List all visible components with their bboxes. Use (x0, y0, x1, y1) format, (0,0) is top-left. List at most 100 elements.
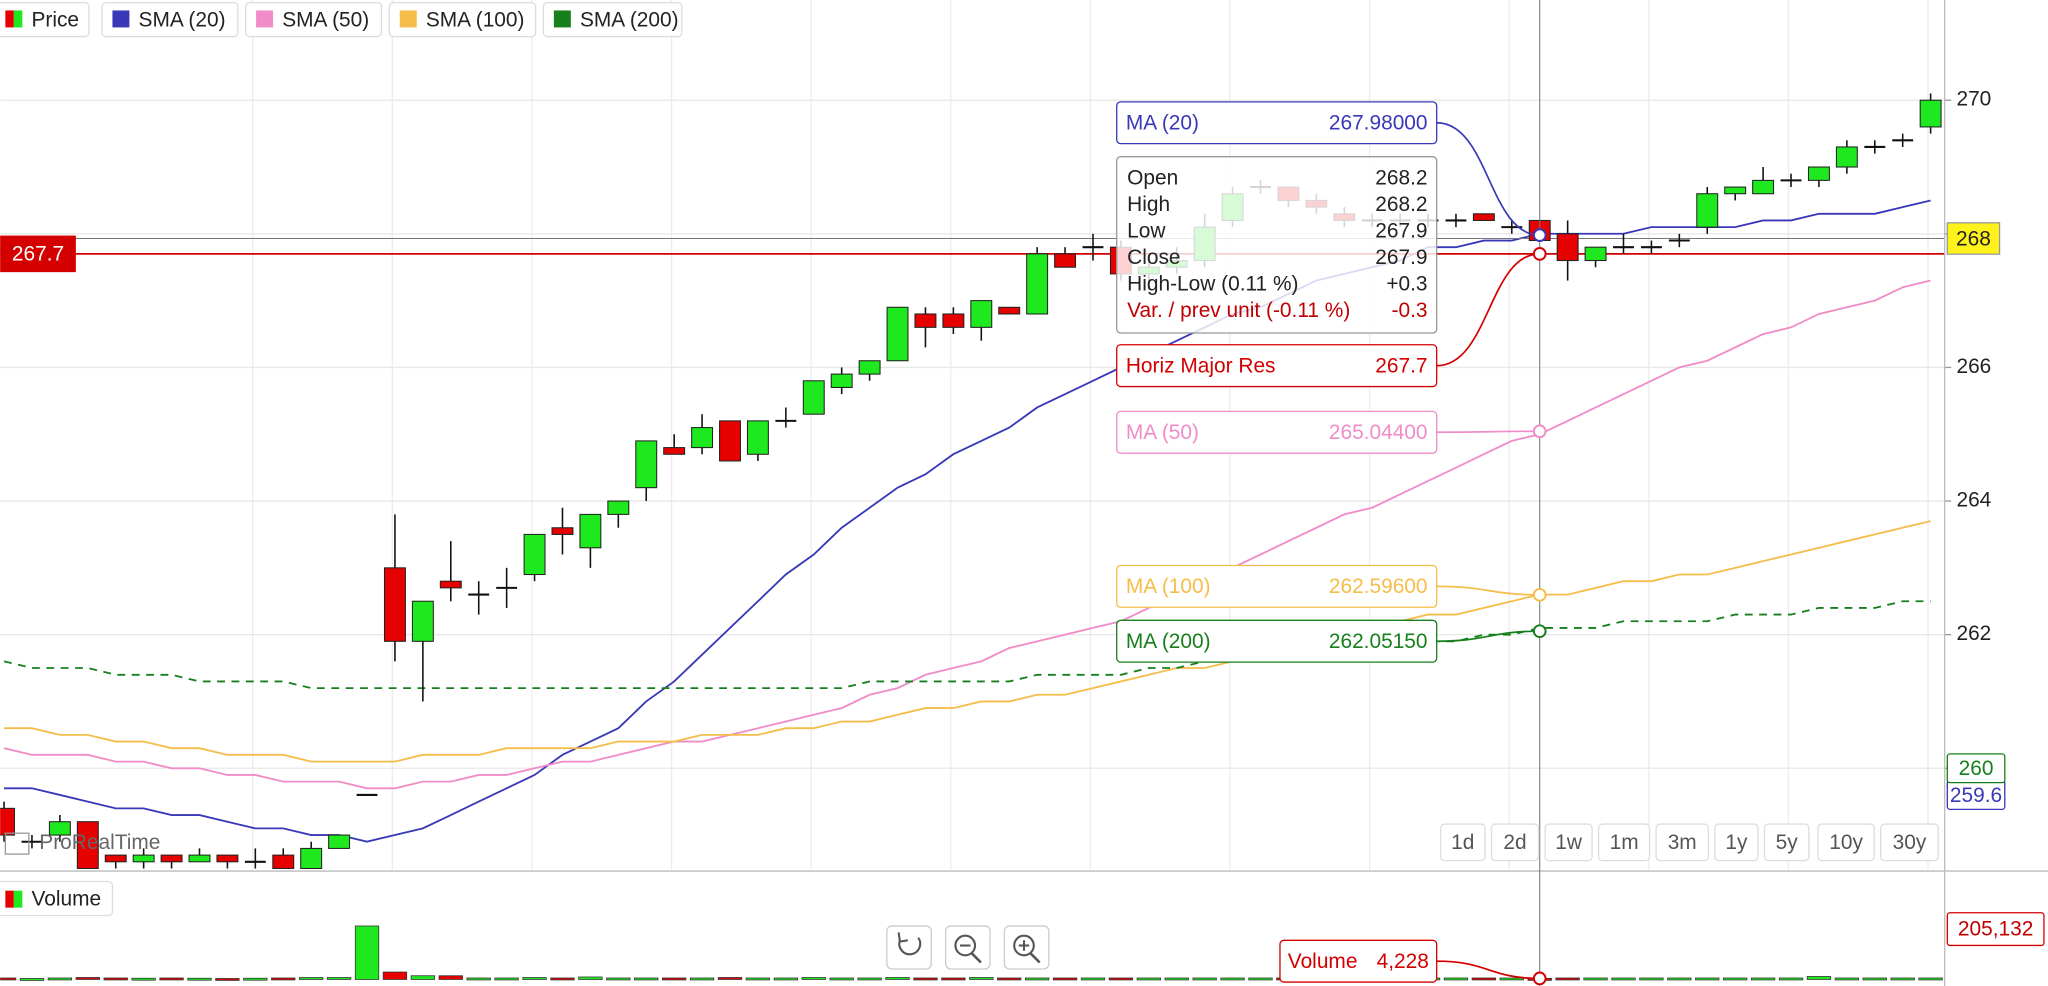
timeframe-label: 10y (1829, 831, 1863, 854)
legend-item[interactable] (244, 1, 383, 38)
ma-tooltip-label: MA (100) (1126, 575, 1211, 598)
zoom-icon (954, 934, 977, 957)
candle-body (216, 854, 239, 863)
volume-bar (1750, 977, 1776, 981)
candle-body (160, 854, 183, 863)
ma-tooltip-label: MA (20) (1126, 112, 1199, 135)
timeframe-button[interactable] (1763, 823, 1810, 862)
candle-body (719, 420, 741, 462)
volume-bar (0, 977, 17, 981)
volume-bar (1778, 977, 1804, 981)
volume-bar (1248, 977, 1273, 981)
candle-body (328, 834, 351, 849)
ma-tooltip-marker (1532, 587, 1547, 602)
candle-body (1054, 253, 1077, 268)
volume-bar (1499, 977, 1524, 981)
timeframe-button[interactable] (1490, 823, 1540, 862)
candle-body (132, 854, 155, 863)
reset-button[interactable] (886, 925, 932, 970)
volume-bar (1052, 977, 1078, 981)
volume-bar (578, 976, 603, 980)
volume-bar (494, 977, 519, 981)
candle-body (663, 447, 686, 455)
volume-bar (997, 977, 1022, 981)
timeframe-label: 2d (1503, 831, 1526, 854)
volume-bar (550, 977, 575, 981)
volume-bar (299, 977, 324, 980)
candle-body (0, 807, 16, 836)
volume-bar (1695, 977, 1720, 981)
volume-bar (689, 977, 715, 981)
ma-tooltip-box (1116, 101, 1438, 145)
candle-body (411, 600, 434, 642)
ohlc-value: 267.9 (1375, 246, 1427, 269)
volume-bar (969, 977, 994, 980)
timeframe-label: 1d (1451, 831, 1474, 854)
timeframe-button[interactable] (1439, 823, 1486, 862)
timeframe-button[interactable] (1655, 823, 1709, 862)
candle-body (1472, 213, 1495, 221)
ma-tooltip-value: 262.59600 (1329, 575, 1428, 598)
candle-body (942, 313, 965, 328)
volume-bar (103, 977, 128, 981)
axis-marker-label: 259.6 (1950, 784, 2002, 807)
candle-body (1556, 233, 1579, 262)
ma-tooltip-value: 265.04400 (1329, 421, 1428, 444)
timeframe-button[interactable] (1597, 823, 1651, 862)
volume-bar (1723, 977, 1748, 981)
legend-item[interactable] (388, 1, 537, 38)
zoom-icon (970, 952, 982, 964)
crosshair-price-box (1946, 222, 2001, 255)
y-tick-label: 264 (1956, 489, 1991, 512)
candle-body (746, 420, 769, 455)
candle-body (439, 580, 462, 589)
volume-bar (75, 977, 100, 980)
candle-body (76, 821, 99, 869)
legend-item[interactable] (101, 1, 239, 38)
legend-swatch (112, 10, 130, 28)
volume-bar (438, 975, 463, 980)
legend-label: SMA (50) (282, 8, 369, 31)
volume-bar (1583, 977, 1608, 981)
volume-bar (187, 977, 212, 981)
volume-bar (1555, 977, 1580, 981)
axis-marker-box (1946, 753, 2006, 784)
timeframe-button[interactable] (1880, 823, 1939, 862)
resistance-tooltip-label: Horiz Major Res (1126, 354, 1276, 377)
ma-line (3, 600, 1931, 690)
volume-bar (131, 977, 156, 981)
candle-body (1584, 246, 1607, 262)
timeframe-button[interactable] (1544, 823, 1593, 862)
timeframe-label: 1y (1725, 831, 1748, 854)
zoom-out-button[interactable] (944, 925, 991, 970)
candle-body (886, 306, 909, 362)
legend-swatch (399, 10, 417, 28)
zoom-in-button[interactable] (1003, 925, 1050, 970)
volume-tooltip-label: Volume (1288, 950, 1358, 973)
legend-item[interactable] (542, 1, 683, 38)
resistance-tooltip-box (1116, 344, 1438, 388)
candle-body (1919, 99, 1942, 128)
ohlc-label: High-Low (0.11 %) (1127, 272, 1298, 295)
volume-bar (717, 977, 743, 980)
volume-bar (1667, 977, 1692, 981)
volume-bar (47, 977, 73, 981)
volume-bar (1471, 977, 1497, 981)
ohlc-value: 268.2 (1375, 193, 1427, 216)
volume-bar (606, 977, 631, 981)
ma-tooltip-marker (1532, 424, 1547, 439)
timeframe-button[interactable] (1714, 823, 1759, 862)
timeframe-button[interactable] (1817, 823, 1875, 862)
ohlc-value: 268.2 (1375, 166, 1427, 189)
y-tick-label: 262 (1956, 622, 1991, 645)
candle-body (830, 373, 853, 388)
volume-legend[interactable] (0, 880, 114, 917)
volume-bar (1611, 977, 1636, 981)
ma-tooltip-box (1116, 564, 1438, 608)
axis-marker-label: 260 (1959, 757, 1994, 780)
ma-tooltip-connector (1436, 121, 1540, 237)
volume-bar (1890, 977, 1915, 981)
ma-tooltip-label: MA (200) (1126, 630, 1211, 653)
